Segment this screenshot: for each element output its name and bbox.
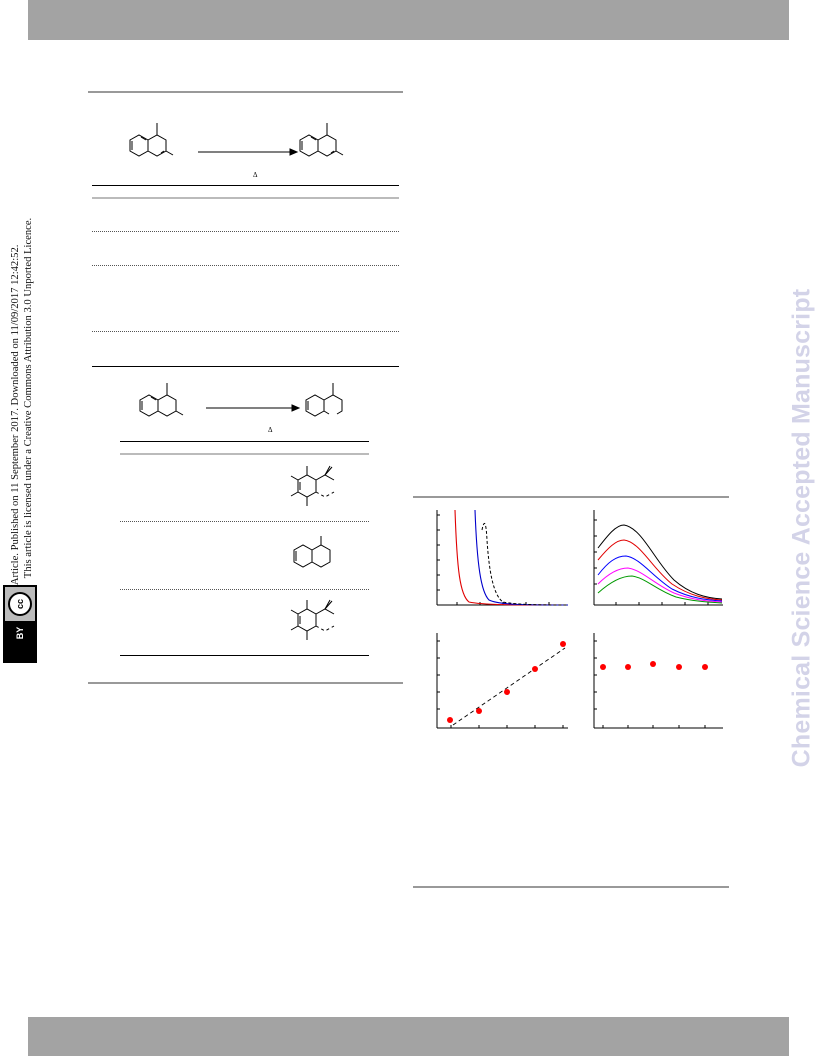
panel-c-point [447, 717, 453, 723]
catalyst-structure-1 [290, 465, 335, 506]
catalyst-structure-2 [293, 536, 331, 568]
table1-subheader-rule [92, 197, 399, 199]
panel-c-fit-line [452, 647, 566, 726]
panel-d-point [702, 664, 708, 670]
licence-line[interactable]: This article is licensed under a Creativ… [23, 217, 34, 579]
panel-c-point [476, 708, 482, 714]
scheme2-heat-symbol: Δ [268, 426, 273, 434]
panel-a-yticks [437, 514, 440, 591]
panel-c-point [504, 689, 510, 695]
table1-row-divider [92, 231, 399, 232]
panel-d-point [600, 664, 606, 670]
panel-a-chart [436, 509, 569, 606]
open-access-line: Open Access Article. Published on 11 Sep… [10, 244, 21, 643]
header-band [28, 0, 789, 40]
panel-b-black-curve [597, 524, 723, 600]
cc-by-badge[interactable]: cc BY [3, 585, 37, 663]
table2-subheader-rule [120, 453, 369, 455]
panel-b-chart [593, 510, 723, 606]
panel-a-red-curve [454, 509, 569, 606]
by-text: BY [15, 627, 25, 640]
panel-b-blue-curve [597, 555, 723, 602]
accepted-manuscript-watermark: Chemical Science Accepted Manuscript [787, 288, 816, 768]
table1-row-divider [92, 331, 399, 332]
scheme1-heat-symbol: Δ [253, 171, 258, 179]
table2-bottom-rule [120, 655, 369, 656]
scheme2-reaction [139, 383, 343, 417]
table2-row-divider [120, 589, 369, 590]
table2-header-rule [120, 441, 369, 442]
panel-b-green-curve [597, 575, 723, 604]
figure-bottom-rule [413, 886, 729, 888]
table1-bottom-rule [92, 366, 399, 367]
panel-c-point [560, 641, 566, 647]
figure-top-rule [413, 496, 729, 498]
table-top-rule [88, 91, 403, 93]
panel-c-chart [436, 633, 568, 729]
panel-d-point [625, 664, 631, 670]
scheme1-reaction [129, 123, 344, 157]
panel-a-black-dashed-curve [481, 522, 569, 606]
panel-c-point [532, 666, 538, 672]
footer-band [28, 1017, 789, 1056]
panel-d-point [650, 661, 656, 667]
table-bottom-rule [88, 682, 403, 684]
panel-b-red-curve [597, 539, 723, 601]
catalyst-structure-3 [290, 599, 335, 640]
table1-row-divider [92, 265, 399, 266]
panel-d-point [676, 664, 682, 670]
panel-b-magenta-curve [597, 567, 723, 603]
cc-text: cc [15, 599, 25, 609]
table2-row-divider [120, 521, 369, 522]
panel-d-chart [593, 633, 723, 729]
licence-sidebar: Open Access Article. Published on 11 Sep… [9, 218, 35, 642]
table1-header-rule [92, 185, 399, 186]
